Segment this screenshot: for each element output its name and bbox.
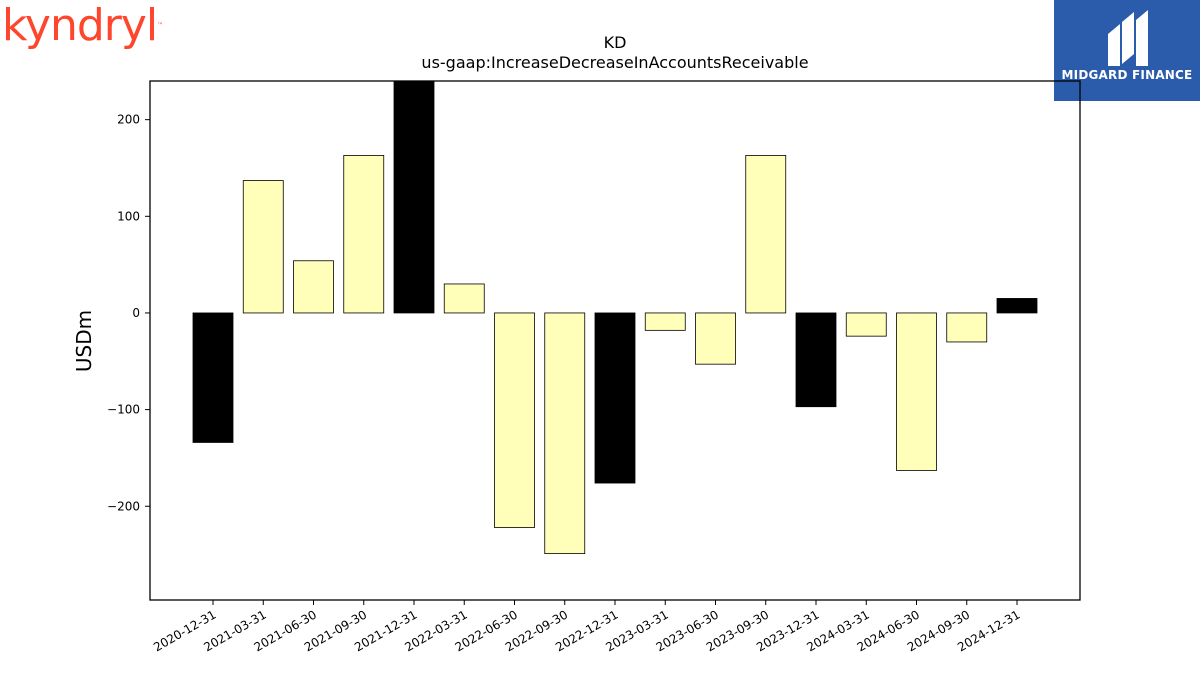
x-axis: 2020-12-312021-03-312021-06-302021-09-30… [151,600,1023,654]
bar-2022-12-31 [594,312,636,484]
midgard-mark-icon [1108,10,1148,66]
bar-2023-09-30 [745,155,787,314]
bar-2021-12-31 [393,81,435,314]
chart-subtitle: us-gaap:IncreaseDecreaseInAccountsReceiv… [421,53,808,72]
y-tick-label: 200 [117,113,140,127]
y-axis: −200 −100 0 100 200 [107,113,150,513]
bar-2023-03-31 [644,312,686,331]
chart-title: KD [604,33,627,52]
midgard-logo-text: MIDGARD FINANCE [1061,68,1193,82]
bar-2023-12-31 [795,312,837,408]
bar-2022-03-31 [443,283,485,314]
kyndryl-trademark: ™ [157,22,164,29]
bar-2021-03-31 [242,180,284,314]
bars-group [192,81,1038,555]
kyndryl-logo-text: kyndryl [2,0,158,51]
bar-2023-06-30 [695,312,736,365]
y-tick-label: 0 [132,306,140,320]
bar-2021-06-30 [293,260,334,314]
y-axis-label: USDm [72,310,96,372]
y-tick-label: −200 [107,499,140,513]
y-tick-label: 100 [117,209,140,223]
bar-2020-12-31 [192,312,234,443]
bar-2024-03-31 [845,312,887,337]
plot-frame [149,80,1081,601]
bar-2024-06-30 [896,312,937,471]
midgard-finance-logo: MIDGARD FINANCE [1054,0,1200,101]
bar-2022-06-30 [494,312,535,528]
y-tick-label: −100 [107,403,140,417]
bar-2024-12-31 [996,298,1038,314]
bar-2021-09-30 [343,155,385,314]
bar-2022-09-30 [544,312,586,555]
bar-2024-09-30 [946,312,988,343]
kyndryl-logo: kyndryl™ [2,0,163,56]
